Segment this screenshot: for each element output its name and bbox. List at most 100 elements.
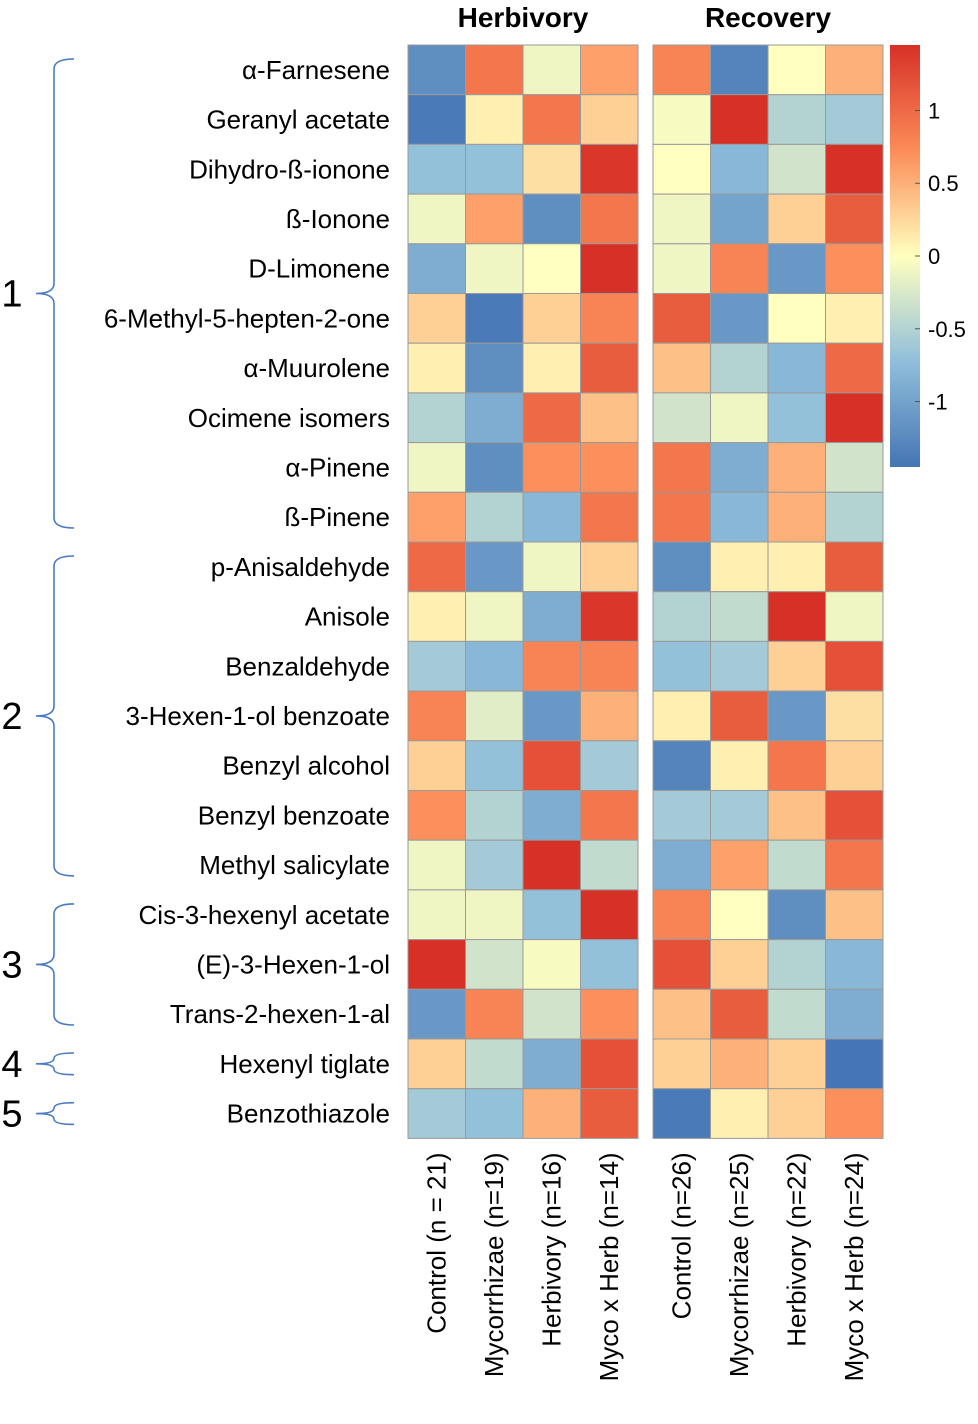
heatmap-cell bbox=[407, 1038, 466, 1090]
heatmap-cell bbox=[580, 143, 639, 195]
heatmap-cell bbox=[710, 44, 769, 96]
heatmap-cell bbox=[522, 640, 581, 692]
heatmap-cell bbox=[825, 342, 884, 394]
heatmap-cell bbox=[580, 839, 639, 891]
heatmap-cell bbox=[825, 442, 884, 493]
group-bracket bbox=[35, 903, 75, 1026]
heatmap-cell bbox=[580, 243, 639, 295]
row-label: Ocimene isomers bbox=[188, 403, 390, 433]
legend-tick-label: -0.5 bbox=[928, 317, 966, 342]
row-label: Methyl salicylate bbox=[199, 850, 390, 880]
legend-tick-label: -1 bbox=[928, 390, 948, 415]
heatmap-cell bbox=[407, 293, 466, 344]
heatmap-cell bbox=[767, 740, 826, 791]
heatmap-cell bbox=[407, 591, 466, 642]
heatmap-cell bbox=[407, 690, 466, 742]
group-number: 2 bbox=[1, 696, 22, 738]
heatmap-cell bbox=[465, 988, 524, 1040]
heatmap-cell bbox=[710, 94, 769, 145]
heatmap-cell bbox=[710, 690, 769, 742]
column-label: Mycorrhizae (n=25) bbox=[724, 1152, 754, 1377]
heatmap-cell bbox=[825, 1038, 884, 1090]
heatmap-cell bbox=[652, 790, 711, 841]
heatmap-cell bbox=[522, 591, 581, 642]
heatmap-cell bbox=[652, 988, 711, 1040]
heatmap-cell bbox=[465, 1088, 524, 1139]
heatmap-cell bbox=[407, 44, 466, 96]
heatmap-cell bbox=[407, 243, 466, 295]
color-legend: 1 0.5 0 -0.5 -1 bbox=[890, 45, 966, 467]
heatmap-cell bbox=[767, 491, 826, 543]
heatmap-cell bbox=[580, 690, 639, 742]
heatmap-cell bbox=[825, 293, 884, 344]
heatmap-cell bbox=[580, 740, 639, 791]
row-label: α-Muurolene bbox=[243, 353, 390, 383]
column-label: Control (n = 21) bbox=[422, 1152, 452, 1333]
heatmap-cell bbox=[465, 541, 524, 593]
heatmap-cell bbox=[580, 44, 639, 96]
heatmap-cell bbox=[407, 442, 466, 493]
heatmap-cell bbox=[652, 1038, 711, 1090]
heatmap-cell bbox=[580, 790, 639, 841]
heatmap-cell bbox=[580, 1038, 639, 1090]
heatmap-cell bbox=[522, 939, 581, 990]
heatmap-cell bbox=[767, 988, 826, 1040]
heatmap-cell bbox=[710, 591, 769, 642]
heatmap-cell bbox=[825, 243, 884, 295]
heatmap-cell bbox=[652, 939, 711, 990]
heatmap-cell bbox=[407, 491, 466, 543]
group-number: 1 bbox=[1, 274, 22, 316]
heatmap-cell bbox=[522, 541, 581, 593]
heatmap-cell bbox=[465, 243, 524, 295]
row-label: Benzyl alcohol bbox=[222, 751, 390, 781]
heatmap-cell bbox=[522, 243, 581, 295]
heatmap-cell bbox=[710, 541, 769, 593]
heatmap-cell bbox=[767, 193, 826, 245]
heatmap-cell bbox=[710, 1088, 769, 1139]
heatmap-cell bbox=[580, 342, 639, 394]
heatmap-cell bbox=[465, 740, 524, 791]
heatmap-cell bbox=[767, 44, 826, 96]
row-label: ß-Pinene bbox=[285, 502, 391, 532]
heatmap-cell bbox=[465, 690, 524, 742]
heatmap-cell bbox=[710, 839, 769, 891]
heatmap-cell bbox=[652, 690, 711, 742]
heatmap-cell bbox=[710, 193, 769, 245]
heatmap-cell bbox=[465, 143, 524, 195]
column-label: Myco x Herb (n=24) bbox=[839, 1152, 869, 1381]
heatmap-cell bbox=[652, 541, 711, 593]
heatmap-cell bbox=[522, 392, 581, 444]
heatmap-cell bbox=[522, 1088, 581, 1139]
row-label: p-Anisaldehyde bbox=[211, 552, 390, 582]
heatmap-cell bbox=[767, 243, 826, 295]
heatmap-cell bbox=[465, 839, 524, 891]
row-label: Anisole bbox=[305, 602, 390, 632]
column-label: Mycorrhizae (n=19) bbox=[479, 1152, 509, 1377]
row-label: 6-Methyl-5-hepten-2-one bbox=[104, 303, 390, 333]
heatmap-cell bbox=[825, 591, 884, 642]
heatmap-cell bbox=[710, 293, 769, 344]
heatmap-cell bbox=[652, 94, 711, 145]
heatmap-cell bbox=[580, 889, 639, 941]
heatmap-cell bbox=[825, 939, 884, 990]
heatmap-cell bbox=[767, 939, 826, 990]
heatmap-cell bbox=[652, 293, 711, 344]
heatmap-cell bbox=[825, 193, 884, 245]
heatmap-cell bbox=[465, 293, 524, 344]
heatmap-cell bbox=[580, 94, 639, 145]
heatmap-cells bbox=[407, 44, 884, 1139]
heatmap-cell bbox=[710, 640, 769, 692]
row-label: Benzaldehyde bbox=[225, 651, 390, 681]
heatmap-cell bbox=[407, 392, 466, 444]
heatmap-cell bbox=[767, 839, 826, 891]
row-labels: α-Farnesene Geranyl acetate Dihydro-ß-iono… bbox=[104, 55, 390, 1129]
heatmap-cell bbox=[652, 243, 711, 295]
heatmap-cell bbox=[522, 690, 581, 742]
heatmap-cell bbox=[407, 94, 466, 145]
heatmap-cell bbox=[652, 740, 711, 791]
heatmap-cell bbox=[465, 94, 524, 145]
heatmap-cell bbox=[465, 889, 524, 941]
heatmap-cell bbox=[580, 392, 639, 444]
heatmap-cell bbox=[825, 839, 884, 891]
